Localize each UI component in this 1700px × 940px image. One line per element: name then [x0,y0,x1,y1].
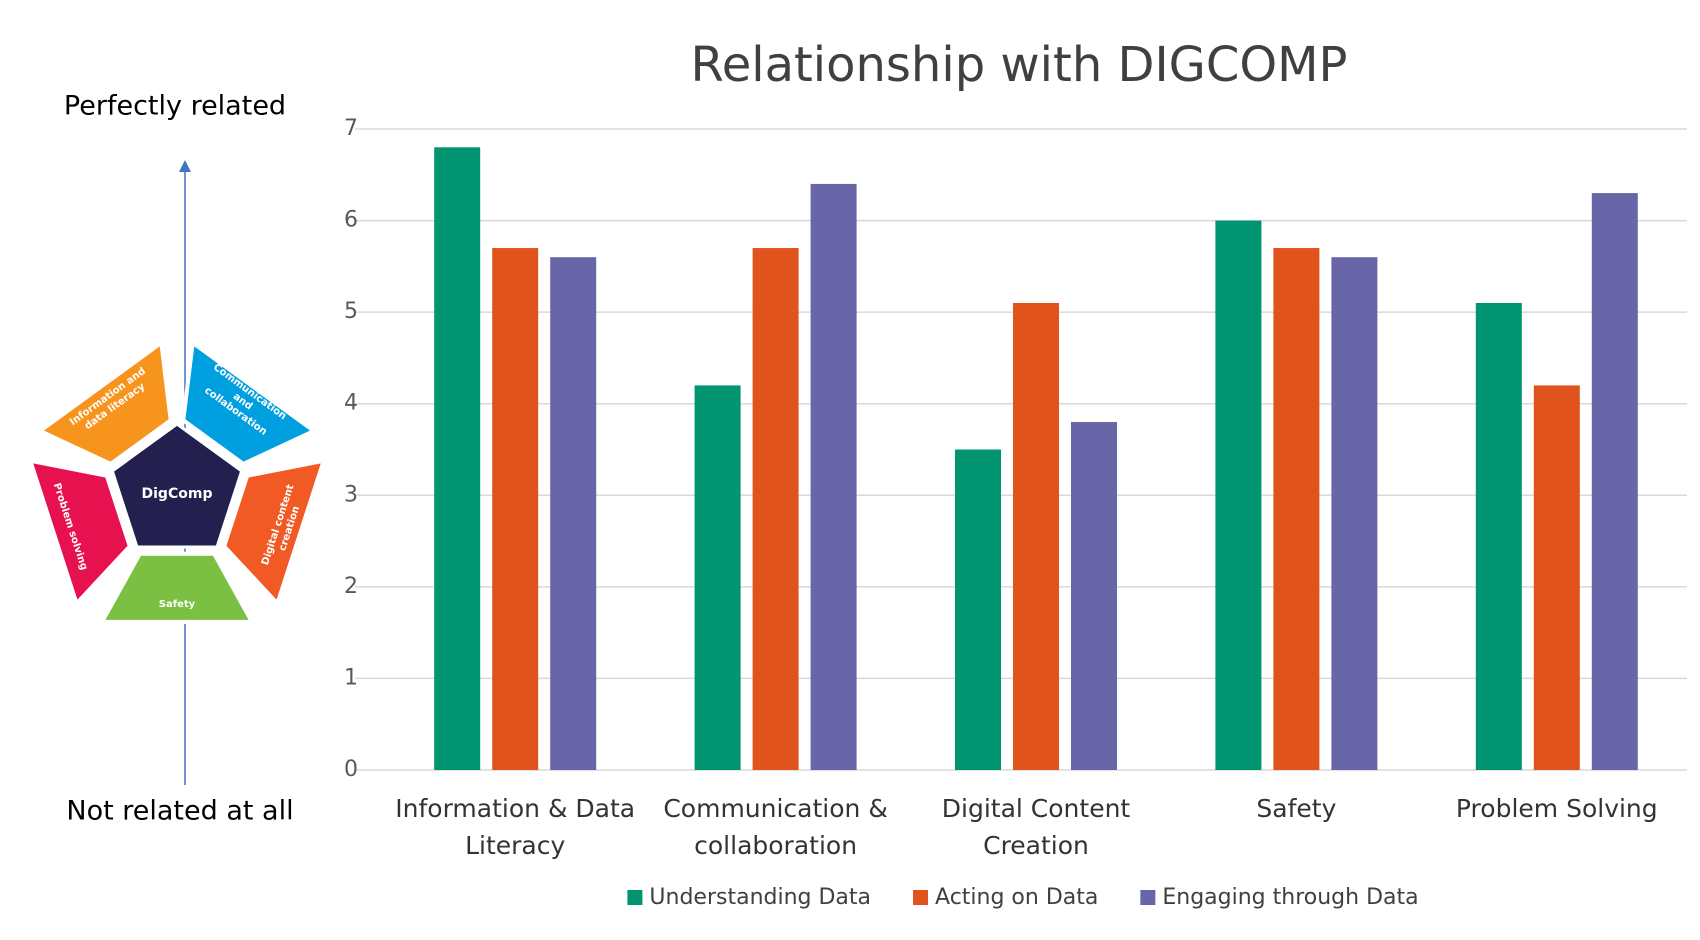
y-tick-label: 0 [344,757,358,782]
legend-swatch [627,890,643,905]
arrow-head [179,160,191,172]
bar [492,248,539,771]
legend-label: Engaging through Data [1162,885,1418,910]
wheel-segment [38,340,173,466]
wheel-center [110,422,244,549]
wheel-center-label: DigComp [142,486,213,502]
y-tick-label: 2 [344,574,358,599]
bar [1215,220,1262,771]
bar [1533,385,1580,770]
bar [550,257,597,770]
x-tick-label: Communication & collaboration [663,794,888,860]
wheel-segment [181,340,316,466]
bar [955,449,1001,770]
bar [1013,302,1059,770]
wheel-label: Safety [159,599,196,610]
bar [1071,422,1117,770]
chart-title: Relationship with DIGCOMP [691,37,1348,93]
scale-top: Perfectly related [64,91,286,122]
x-tick-label: Digital Content Creation [941,794,1131,860]
bar [1591,193,1638,771]
bar [752,248,799,771]
legend-item: Understanding Data [627,885,871,910]
bar [1475,302,1522,770]
bar [434,147,481,771]
wheel-segment [100,551,254,624]
bar [1331,257,1378,770]
legend-item: Engaging through Data [1140,885,1419,910]
scale-bottom: Not related at all [66,796,293,827]
x-tick-label: Safety [1256,794,1337,823]
x-tick-label: Information & Data Literacy [395,794,636,860]
y-tick-label: 5 [344,299,358,324]
legend-swatch [1140,890,1156,905]
y-tick-label: 6 [344,208,358,233]
y-tick-label: 3 [344,482,358,507]
y-tick-label: 1 [344,665,358,690]
y-tick-label: 7 [344,116,358,141]
bar [810,183,857,770]
wheel-segment [222,458,326,606]
bar [694,385,741,770]
legend-swatch [913,890,929,905]
legend-label: Understanding Data [649,885,871,910]
bar [1273,248,1320,771]
y-tick-label: 4 [344,391,358,416]
legend-item: Acting on Data [913,885,1098,910]
wheel-segment [28,458,132,606]
x-tick-label: Problem Solving [1455,794,1658,823]
legend-label: Acting on Data [935,885,1098,910]
